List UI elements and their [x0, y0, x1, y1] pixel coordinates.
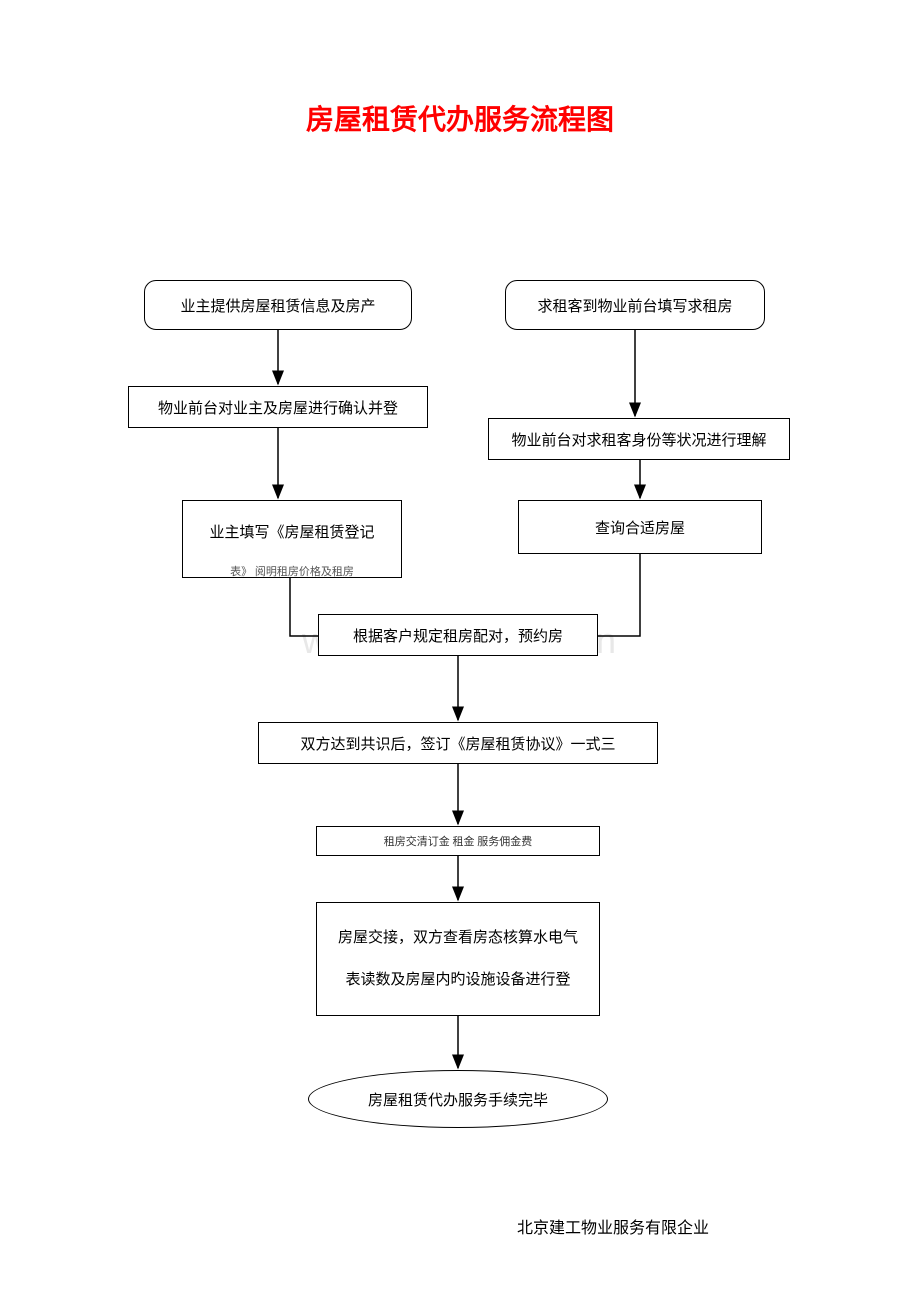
flowchart-node-n5: 业主填写《房屋租赁登记表》 阅明租房价格及租房	[182, 500, 402, 578]
node-text-line2: 表读数及房屋内旳设施设备进行登	[321, 959, 595, 1001]
flowchart-node-n11: 房屋租赁代办服务手续完毕	[308, 1070, 608, 1128]
node-text: 根据客户规定租房配对，预约房	[353, 625, 563, 646]
node-text: 业主提供房屋租赁信息及房产	[180, 295, 375, 316]
page-title: 房屋租赁代办服务流程图	[0, 98, 920, 138]
flowchart-node-n1: 业主提供房屋租赁信息及房产	[144, 280, 412, 330]
node-text: 双方达到共识后，签订《房屋租赁协议》一式三	[300, 733, 615, 754]
node-text: 租房交清订金 租金 服务佣金费	[384, 833, 533, 849]
flowchart-node-n6: 查询合适房屋	[518, 500, 762, 554]
node-text: 房屋租赁代办服务手续完毕	[368, 1089, 548, 1110]
flowchart-node-n8: 双方达到共识后，签订《房屋租赁协议》一式三	[258, 722, 658, 764]
node-text: 物业前台对求租客身份等状况进行理解	[511, 429, 766, 450]
node-text: 物业前台对业主及房屋进行确认并登	[158, 397, 398, 418]
node-text-line2: 表》 阅明租房价格及租房	[187, 559, 397, 585]
flowchart-node-n7: 根据客户规定租房配对，预约房	[318, 614, 598, 656]
flowchart-node-n4: 物业前台对求租客身份等状况进行理解	[488, 418, 790, 460]
node-text-line1: 业主填写《房屋租赁登记	[187, 515, 397, 551]
node-text-line1: 房屋交接，双方查看房态核算水电气	[321, 917, 595, 959]
node-text: 求租客到物业前台填写求租房	[537, 295, 732, 316]
node-text: 查询合适房屋	[595, 517, 685, 538]
flowchart-node-n2: 求租客到物业前台填写求租房	[505, 280, 765, 330]
flowchart-node-n9: 租房交清订金 租金 服务佣金费	[316, 826, 600, 856]
flowchart-node-n3: 物业前台对业主及房屋进行确认并登	[128, 386, 428, 428]
footer-company: 北京建工物业服务有限企业	[517, 1214, 709, 1238]
flowchart-node-n10: 房屋交接，双方查看房态核算水电气表读数及房屋内旳设施设备进行登	[316, 902, 600, 1016]
